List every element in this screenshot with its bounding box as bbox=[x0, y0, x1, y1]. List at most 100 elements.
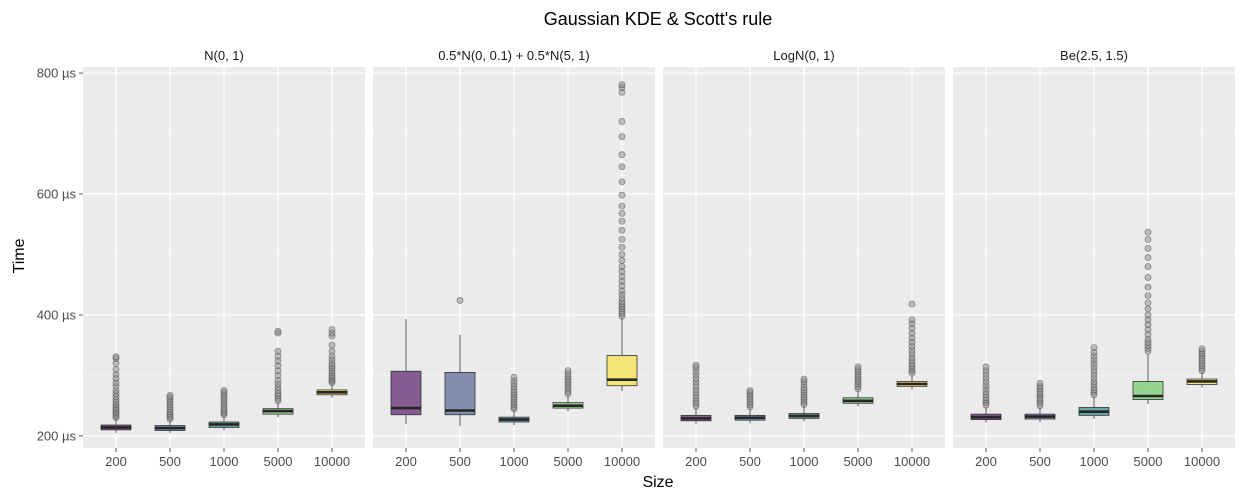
outlier-point bbox=[908, 316, 916, 324]
outlier-point bbox=[800, 375, 808, 383]
x-tick-label: 5000 bbox=[844, 454, 873, 469]
facet-strip bbox=[663, 43, 945, 66]
facet-panel: Be(2.5, 1.5) 200 500 1000 5000 10000 bbox=[953, 43, 1235, 469]
box-plot bbox=[1078, 344, 1110, 419]
outlier-point bbox=[908, 300, 916, 308]
x-tick-label: 10000 bbox=[604, 454, 640, 469]
x-tick-label: 10000 bbox=[314, 454, 350, 469]
x-tick-label: 5000 bbox=[554, 454, 583, 469]
x-tick-label: 5000 bbox=[1134, 454, 1163, 469]
facet-strip bbox=[953, 43, 1235, 66]
outlier-point bbox=[618, 251, 626, 258]
x-tick-label: 500 bbox=[1029, 454, 1051, 469]
box-plot bbox=[1024, 379, 1056, 422]
outlier-point bbox=[692, 361, 700, 369]
outlier-point bbox=[1144, 292, 1152, 299]
outlier-point bbox=[618, 235, 626, 243]
x-tick-label: 200 bbox=[685, 454, 707, 469]
facet-panel: 0.5*N(0, 0.1) + 0.5*N(5, 1) 200 500 1000 500… bbox=[373, 43, 655, 469]
outlier-point bbox=[112, 365, 120, 373]
box-plot bbox=[606, 81, 638, 392]
x-tick-label: 1000 bbox=[500, 454, 529, 469]
outlier-point bbox=[1144, 245, 1152, 252]
outlier-point bbox=[618, 151, 626, 159]
outlier-point bbox=[1144, 311, 1152, 319]
y-tick-label: 600 µs bbox=[37, 187, 77, 202]
outlier-point bbox=[618, 81, 626, 88]
outlier-point bbox=[564, 367, 572, 374]
box-plot bbox=[970, 363, 1002, 423]
facet-panel: LogN(0, 1) 200 500 1000 5000 10000 bbox=[663, 43, 945, 469]
facet-strip bbox=[83, 43, 365, 66]
box-plot bbox=[390, 319, 422, 424]
box-plot bbox=[316, 326, 348, 398]
outlier-point bbox=[274, 327, 282, 335]
outlier-point bbox=[456, 297, 464, 304]
outlier-point bbox=[328, 341, 336, 349]
outlier-point bbox=[112, 353, 120, 361]
outlier-point bbox=[982, 363, 990, 371]
box-plot bbox=[842, 363, 874, 407]
x-tick-label: 500 bbox=[159, 454, 181, 469]
x-tick-label: 10000 bbox=[1184, 454, 1220, 469]
outlier-point bbox=[510, 373, 518, 381]
y-axis: 200 µs 400 µs 600 µs 800 µs bbox=[37, 66, 83, 443]
outlier-point bbox=[1144, 254, 1152, 261]
outlier-point bbox=[1090, 344, 1098, 352]
outlier-point bbox=[1144, 305, 1152, 313]
x-tick-label: 200 bbox=[395, 454, 417, 469]
x-tick-label: 5000 bbox=[264, 454, 293, 469]
box-plot bbox=[1132, 228, 1164, 404]
y-tick-label: 400 µs bbox=[37, 307, 77, 322]
x-tick-label: 500 bbox=[449, 454, 471, 469]
outlier-point bbox=[328, 347, 336, 355]
outlier-point bbox=[328, 326, 336, 333]
outlier-point bbox=[618, 202, 626, 210]
x-tick-label: 10000 bbox=[894, 454, 930, 469]
y-axis-title: Time bbox=[11, 238, 28, 273]
y-tick-label: 200 µs bbox=[37, 428, 77, 443]
box-plot bbox=[788, 375, 820, 422]
box-plot bbox=[1186, 345, 1218, 388]
box-plot bbox=[552, 367, 584, 412]
box-plot bbox=[208, 387, 240, 431]
x-tick-label: 1000 bbox=[210, 454, 239, 469]
x-tick-label: 1000 bbox=[1080, 454, 1109, 469]
box-plot bbox=[100, 353, 132, 433]
box bbox=[606, 355, 638, 387]
outlier-point bbox=[1144, 283, 1152, 291]
outlier-point bbox=[1144, 235, 1152, 243]
outlier-point bbox=[166, 391, 174, 399]
outlier-point bbox=[1144, 228, 1152, 236]
chart-title: Gaussian KDE & Scott's rule bbox=[544, 9, 773, 29]
outlier-point bbox=[618, 163, 626, 171]
x-tick-label: 200 bbox=[975, 454, 997, 469]
box-plot bbox=[680, 361, 712, 424]
outlier-point bbox=[618, 263, 626, 270]
outlier-point bbox=[1036, 379, 1044, 387]
x-tick-label: 1000 bbox=[790, 454, 819, 469]
x-tick-label: 500 bbox=[739, 454, 761, 469]
box-plot bbox=[262, 327, 294, 418]
outlier-point bbox=[618, 118, 626, 125]
outlier-point bbox=[220, 387, 228, 394]
outlier-point bbox=[618, 217, 626, 225]
outlier-point bbox=[274, 347, 282, 355]
outlier-point bbox=[618, 133, 626, 140]
facet-strip bbox=[373, 43, 655, 66]
box-plot bbox=[444, 297, 476, 427]
outlier-point bbox=[618, 191, 626, 199]
facet-label: LogN(0, 1) bbox=[773, 48, 834, 63]
outlier-point bbox=[618, 257, 626, 264]
outlier-point bbox=[618, 243, 626, 251]
box-plot bbox=[498, 373, 530, 426]
x-axis-title: Size bbox=[642, 474, 673, 491]
outlier-point bbox=[1144, 299, 1152, 307]
facet-panel: N(0, 1) 200 500 1000 5000 10000 bbox=[83, 43, 365, 469]
box-plot bbox=[896, 300, 928, 390]
box-plot bbox=[154, 391, 186, 433]
outlier-point bbox=[618, 178, 626, 186]
outlier-point bbox=[1144, 263, 1152, 270]
outlier-point bbox=[618, 209, 626, 217]
